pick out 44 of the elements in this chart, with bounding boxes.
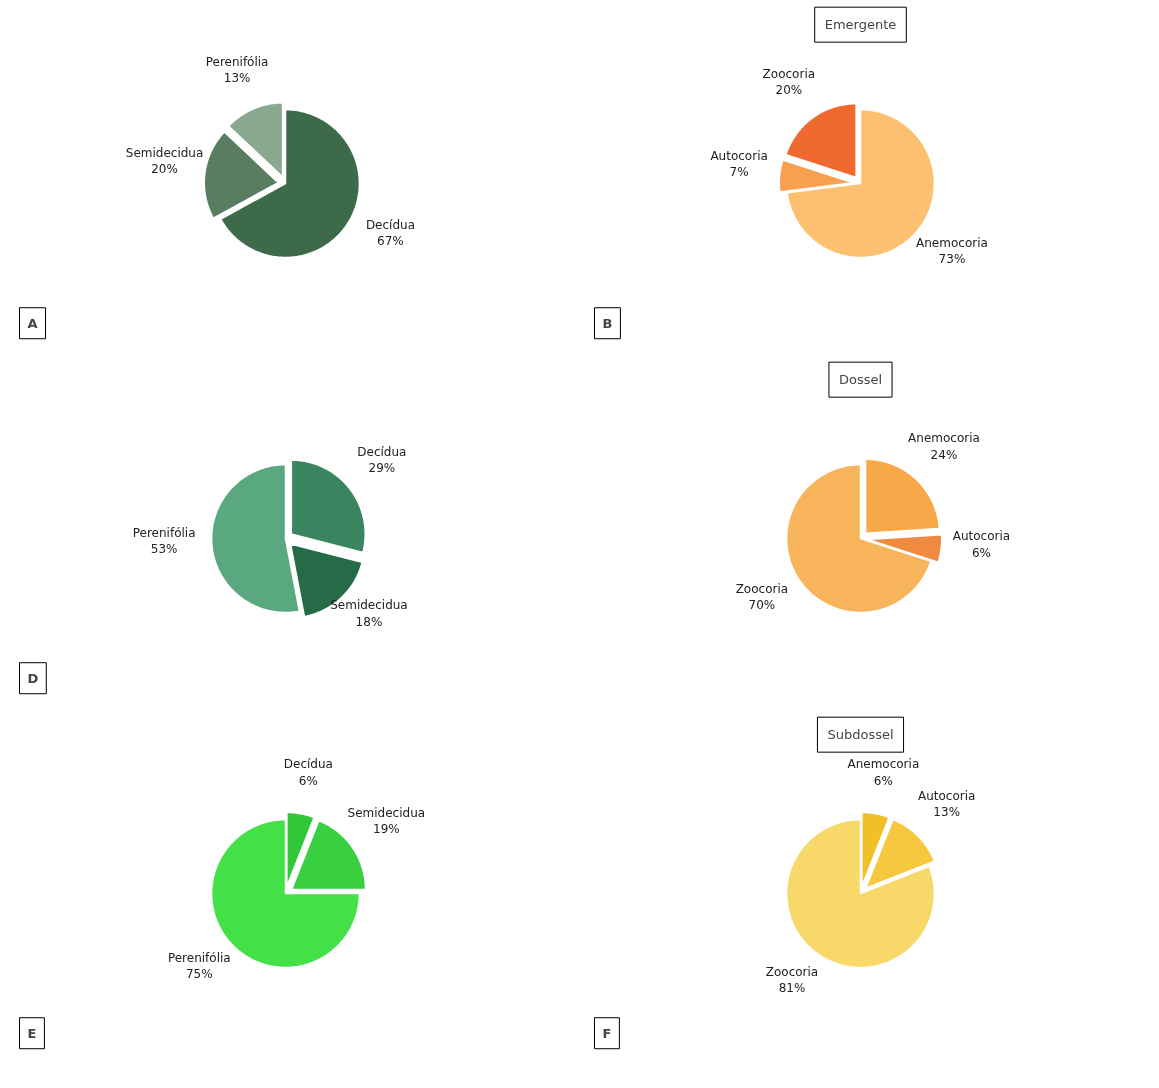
text: D	[27, 670, 39, 686]
data-label: 67%	[377, 234, 404, 249]
data-label: 6%	[873, 773, 893, 788]
data-label: 24%	[930, 447, 958, 462]
slice-label: Anemocoria	[916, 235, 988, 250]
data-label: 75%	[185, 967, 213, 982]
slice-label: Anemocoria	[847, 757, 920, 772]
data-label: 6%	[298, 773, 318, 788]
text: F	[602, 1025, 612, 1041]
chart-title: Subdossel	[827, 727, 894, 743]
chart-title: Dossel	[838, 372, 883, 388]
slice-label: Decídua	[357, 444, 407, 459]
slice-label: Autocoria	[918, 788, 976, 803]
text: B	[602, 315, 613, 331]
slice-label: Semidecidua	[125, 145, 204, 160]
slice-label: Autocoria	[952, 529, 1011, 544]
data-label: 20%	[151, 161, 178, 176]
data-label: 20%	[775, 83, 803, 98]
slice-label: Perenifólia	[205, 54, 269, 69]
data-label: 53%	[150, 541, 178, 556]
data-label: 13%	[933, 805, 961, 820]
slice-label: Autocoria	[710, 149, 768, 164]
data-label: 70%	[748, 598, 776, 613]
slice-label: Semidecidua	[347, 805, 426, 820]
slice-label: Anemocoria	[908, 431, 980, 446]
data-label: 29%	[368, 460, 396, 475]
data-label: 18%	[355, 614, 383, 629]
slice-label: Perenifólia	[167, 950, 231, 965]
chart-title: Emergente	[824, 17, 897, 33]
slice-label: Semidecidua	[330, 598, 408, 613]
data-label: 6%	[971, 545, 991, 560]
data-label: 81%	[778, 980, 806, 995]
data-label: 73%	[938, 251, 966, 266]
data-label: 7%	[729, 165, 749, 180]
slice-label: Perenifólia	[132, 525, 196, 540]
slice-label: Zoocoria	[762, 67, 816, 82]
slice-label: Decídua	[365, 218, 416, 233]
slice-label: Zoocoria	[765, 964, 819, 979]
data-label: 19%	[373, 821, 400, 836]
text: E	[27, 1025, 37, 1041]
data-label: 13%	[223, 71, 251, 86]
slice-label: Decídua	[283, 757, 333, 772]
slice-label: Zoocoria	[735, 582, 789, 597]
text: A	[27, 315, 38, 331]
